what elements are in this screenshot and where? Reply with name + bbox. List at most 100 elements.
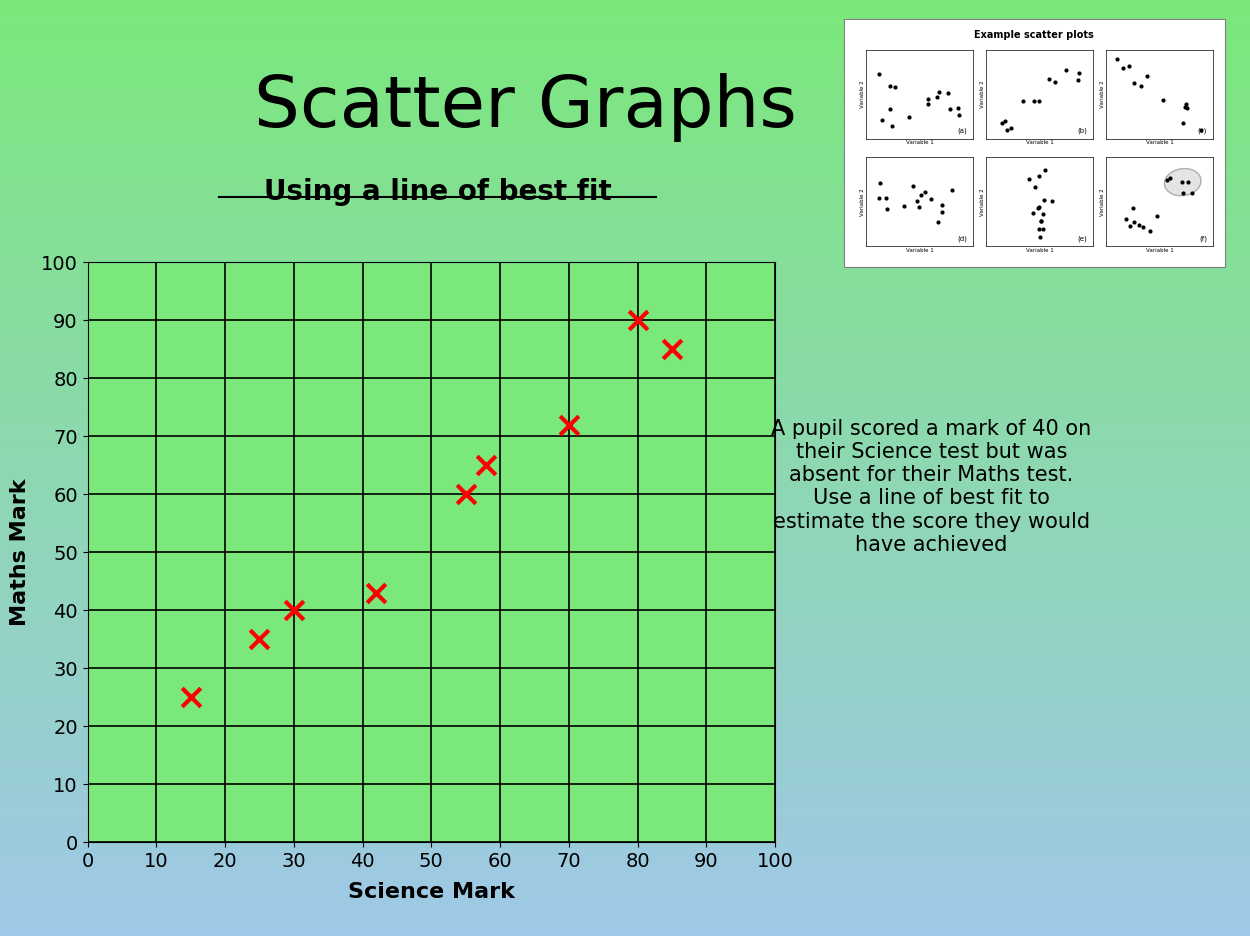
Point [932, 197, 952, 212]
Point [1034, 193, 1054, 208]
Point [1032, 222, 1052, 237]
Point [1114, 61, 1134, 76]
Point [880, 101, 900, 116]
Point [1158, 173, 1177, 188]
Point [949, 108, 969, 123]
X-axis label: Variable 1: Variable 1 [905, 247, 934, 253]
Point [931, 205, 951, 220]
Point [995, 113, 1015, 128]
Text: (b): (b) [1078, 127, 1088, 134]
Point [928, 90, 948, 105]
Point [1034, 207, 1054, 222]
Text: (d): (d) [958, 235, 968, 241]
Point [918, 96, 938, 111]
Point [885, 80, 905, 95]
Point [876, 190, 896, 205]
Text: (e): (e) [1078, 235, 1088, 241]
Point [921, 192, 941, 207]
Point [1116, 212, 1136, 227]
Point [938, 85, 958, 100]
Point [1160, 171, 1180, 186]
Point [904, 179, 924, 194]
Point [1031, 214, 1051, 229]
Point [1172, 174, 1192, 189]
Point [880, 79, 900, 94]
Y-axis label: Variable 2: Variable 2 [1100, 80, 1105, 108]
Point [1068, 72, 1088, 87]
Text: Scatter Graphs: Scatter Graphs [254, 73, 796, 142]
Text: A pupil scored a mark of 40 on
their Science test but was
absent for their Maths: A pupil scored a mark of 40 on their Sci… [771, 418, 1091, 555]
Point [1178, 175, 1198, 190]
X-axis label: Variable 1: Variable 1 [1145, 247, 1174, 253]
Point [929, 85, 949, 100]
Point [1191, 122, 1211, 137]
Point [1042, 194, 1062, 209]
Text: Using a line of best fit: Using a line of best fit [264, 178, 611, 206]
Point [1039, 72, 1059, 87]
Point [1140, 223, 1160, 238]
X-axis label: Variable 1: Variable 1 [1025, 247, 1054, 253]
Point [250, 632, 270, 647]
Point [992, 116, 1012, 131]
Point [1025, 180, 1045, 195]
Point [1031, 213, 1051, 228]
Point [870, 176, 890, 191]
Point [869, 66, 889, 81]
Point [366, 585, 386, 600]
Point [1119, 58, 1139, 73]
Ellipse shape [1165, 168, 1201, 196]
Point [1030, 229, 1050, 244]
Point [948, 100, 968, 115]
X-axis label: Variable 1: Variable 1 [1025, 139, 1054, 145]
Point [940, 101, 960, 116]
Point [869, 191, 889, 206]
Point [1029, 221, 1049, 236]
Point [1178, 101, 1198, 116]
Y-axis label: Maths Mark: Maths Mark [10, 478, 30, 626]
Point [942, 183, 962, 197]
Point [662, 342, 682, 357]
Y-axis label: Variable 2: Variable 2 [980, 80, 985, 108]
Y-axis label: Variable 2: Variable 2 [860, 80, 865, 108]
Point [1172, 185, 1192, 200]
Point [882, 119, 902, 134]
Point [1146, 209, 1166, 224]
Point [1124, 214, 1144, 229]
Point [1029, 94, 1049, 109]
Point [456, 487, 476, 502]
Point [1055, 63, 1075, 78]
Point [181, 690, 201, 705]
Point [1131, 79, 1151, 94]
Text: Example scatter plots: Example scatter plots [975, 30, 1094, 40]
Point [1138, 68, 1158, 83]
Text: (f): (f) [1199, 235, 1208, 241]
Text: (c): (c) [1198, 127, 1208, 134]
Point [1029, 168, 1049, 183]
Point [1029, 199, 1049, 214]
Point [628, 313, 648, 328]
Point [1013, 94, 1032, 109]
Point [1175, 99, 1195, 114]
Y-axis label: Variable 2: Variable 2 [1100, 188, 1105, 215]
Point [1129, 217, 1149, 232]
Point [928, 214, 948, 229]
Point [1069, 66, 1089, 80]
Point [1152, 93, 1172, 108]
Point [1132, 220, 1152, 235]
Point [1176, 97, 1196, 112]
Point [1172, 116, 1192, 131]
Point [915, 184, 935, 199]
X-axis label: Variable 1: Variable 1 [1145, 139, 1174, 145]
X-axis label: Science Mark: Science Mark [348, 883, 515, 902]
Y-axis label: Variable 2: Variable 2 [860, 188, 865, 215]
Point [998, 122, 1017, 137]
Point [1045, 75, 1065, 90]
Point [909, 200, 929, 215]
X-axis label: Variable 1: Variable 1 [905, 139, 934, 145]
Point [878, 201, 898, 216]
Point [911, 187, 931, 202]
Point [1124, 201, 1144, 216]
Point [1035, 163, 1055, 178]
Point [871, 112, 891, 127]
Point [894, 198, 914, 213]
